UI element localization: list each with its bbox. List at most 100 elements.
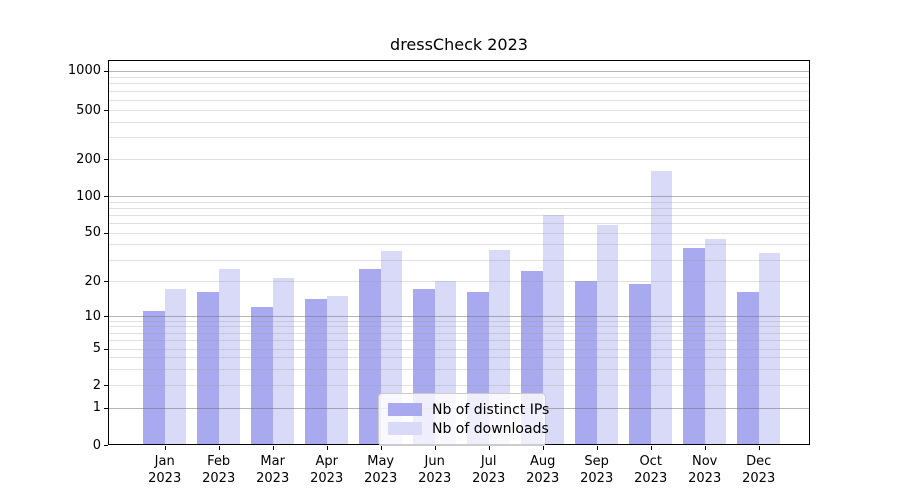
legend-item: Nb of distinct IPs — [388, 401, 549, 418]
minor-gridline — [109, 215, 809, 216]
bar — [704, 239, 727, 444]
x-tick-mark — [219, 446, 220, 450]
minor-gridline — [109, 369, 809, 370]
minor-gridline — [109, 208, 809, 209]
x-tick-label-month: Jun — [424, 454, 445, 469]
x-tick-label-year: 2023 — [310, 471, 344, 486]
x-tick-label-month: Nov — [692, 454, 718, 469]
x-tick-label-month: Aug — [529, 454, 556, 469]
minor-gridline — [109, 77, 809, 78]
legend: Nb of distinct IPs Nb of downloads — [378, 393, 549, 446]
minor-gridline — [109, 333, 809, 334]
x-tick-label-year: 2023 — [580, 471, 614, 486]
minor-gridline — [109, 385, 809, 386]
y-tick-label: 20 — [84, 273, 101, 289]
x-tick-mark — [489, 446, 490, 450]
legend-item-label: Nb of downloads — [432, 420, 549, 437]
bar — [197, 292, 219, 444]
bar — [164, 289, 187, 444]
x-tick-label: Jun 2023 — [407, 453, 463, 487]
minor-gridline — [109, 202, 809, 203]
y-tick-mark — [104, 71, 108, 72]
bar — [575, 281, 597, 444]
x-tick-label: May 2023 — [353, 453, 409, 487]
y-tick-mark — [104, 196, 108, 197]
legend-swatch — [388, 403, 422, 416]
y-tick-mark — [104, 159, 108, 160]
x-tick-mark — [327, 446, 328, 450]
minor-gridline — [109, 244, 809, 245]
bar — [272, 278, 295, 444]
x-tick-label-year: 2023 — [472, 471, 506, 486]
bar — [596, 224, 619, 444]
x-tick-label-month: Mar — [260, 454, 285, 469]
x-tick-label: Apr 2023 — [299, 453, 355, 487]
y-tick-label: 500 — [76, 102, 101, 118]
x-tick-label-year: 2023 — [256, 471, 290, 486]
bar — [737, 292, 759, 444]
bar — [251, 306, 273, 444]
minor-gridline — [109, 122, 809, 123]
x-tick-label: Nov 2023 — [677, 453, 733, 487]
bar — [650, 171, 673, 444]
legend-item-label: Nb of distinct IPs — [432, 401, 550, 418]
x-tick-mark — [705, 446, 706, 450]
major-gridline — [109, 196, 809, 197]
x-tick-label: Sep 2023 — [569, 453, 625, 487]
x-tick-label-year: 2023 — [634, 471, 668, 486]
y-tick-mark — [104, 281, 108, 282]
y-tick-label: 0 — [92, 437, 101, 453]
x-tick-label-year: 2023 — [526, 471, 560, 486]
y-tick-label: 1000 — [67, 63, 101, 79]
minor-gridline — [109, 260, 809, 261]
y-tick-mark — [104, 445, 108, 446]
minor-gridline — [109, 340, 809, 341]
y-tick-label: 5 — [92, 341, 101, 356]
x-tick-label-month: Dec — [746, 454, 772, 469]
minor-gridline — [109, 223, 809, 224]
x-tick-mark — [381, 446, 382, 450]
minor-gridline — [109, 281, 809, 282]
x-tick-mark — [651, 446, 652, 450]
x-tick-label-year: 2023 — [742, 471, 776, 486]
bar — [326, 295, 349, 444]
x-tick-label-year: 2023 — [688, 471, 722, 486]
minor-gridline — [109, 110, 809, 111]
bar — [683, 248, 705, 444]
minor-gridline — [109, 321, 809, 322]
x-tick-label-year: 2023 — [202, 471, 236, 486]
x-tick-label-month: Jan — [154, 454, 175, 469]
x-tick-label-year: 2023 — [364, 471, 398, 486]
y-tick-mark — [104, 110, 108, 111]
x-tick-mark — [543, 446, 544, 450]
x-tick-mark — [597, 446, 598, 450]
x-tick-label-month: Sep — [584, 454, 609, 469]
x-tick-label-year: 2023 — [418, 471, 452, 486]
minor-gridline — [109, 349, 809, 350]
major-gridline — [109, 316, 809, 317]
minor-gridline — [109, 357, 809, 358]
bar — [305, 299, 327, 444]
x-tick-label: Oct 2023 — [623, 453, 679, 487]
x-tick-mark — [435, 446, 436, 450]
y-tick-label: 10 — [84, 308, 101, 324]
minor-gridline — [109, 91, 809, 92]
x-tick-label-month: Apr — [315, 454, 338, 469]
bar — [218, 269, 241, 444]
x-tick-label-year: 2023 — [148, 471, 182, 486]
major-gridline — [109, 71, 809, 72]
y-tick-mark — [104, 408, 108, 409]
y-tick-label: 50 — [84, 225, 101, 240]
y-tick-mark — [104, 316, 108, 317]
bar — [629, 283, 651, 444]
minor-gridline — [109, 326, 809, 327]
x-tick-mark — [273, 446, 274, 450]
x-tick-label: Jan 2023 — [137, 453, 193, 487]
x-tick-label: Jul 2023 — [461, 453, 517, 487]
minor-gridline — [109, 100, 809, 101]
y-tick-label: 100 — [76, 188, 101, 204]
x-tick-label-month: May — [367, 454, 395, 469]
x-tick-label-month: Jul — [480, 454, 497, 469]
x-tick-label: Mar 2023 — [245, 453, 301, 487]
